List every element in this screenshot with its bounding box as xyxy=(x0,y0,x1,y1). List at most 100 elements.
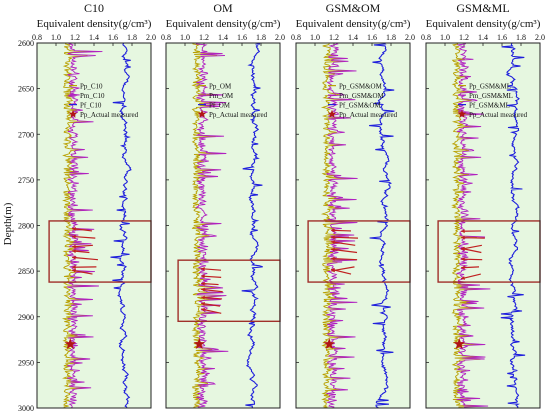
x-tick-label: 0.8 xyxy=(421,33,431,42)
plot-frame xyxy=(425,42,541,409)
legend-label: Pp_OM xyxy=(209,83,232,91)
x-tick-label: 1.4 xyxy=(218,33,228,42)
arrow xyxy=(72,256,99,261)
panel-title: OM xyxy=(213,1,233,15)
series-line-pm xyxy=(195,43,229,408)
y-tick-label: 2650 xyxy=(18,85,34,94)
x-tick-label: 0.8 xyxy=(291,33,301,42)
x-tick-label: 1.0 xyxy=(51,33,61,42)
legend-label: Pf_OM xyxy=(209,102,231,110)
legend-label: Pm_GSM&OM xyxy=(339,92,385,100)
x-tick-label: 1.0 xyxy=(180,33,190,42)
y-axis-label: Depth(m) xyxy=(2,202,14,245)
arrow-head xyxy=(72,255,76,260)
arrow-head xyxy=(331,240,335,245)
x-tick-label: 1.2 xyxy=(329,33,339,42)
x-axis-label: Equivalent density(g/cm³) xyxy=(37,18,152,30)
arrow xyxy=(331,248,358,254)
x-axis-label: Equivalent density(g/cm³) xyxy=(426,18,541,30)
chart-panel-3: GSM&OM Equivalent density(g/cm³) 0.8 1.0 1.2… xyxy=(291,1,415,409)
x-tick-label: 1.2 xyxy=(459,33,469,42)
legend-label: Pp_GSM&ML xyxy=(469,83,511,91)
y-tick-label: 2900 xyxy=(18,313,34,322)
arrow-head xyxy=(331,235,335,240)
panel-title: C10 xyxy=(84,1,104,15)
x-tick-label: 1.0 xyxy=(310,33,320,42)
star-marker xyxy=(453,338,465,349)
x-tick-label: 2.0 xyxy=(405,33,415,42)
arrow-head xyxy=(461,257,465,262)
legend-label: Pm_OM xyxy=(209,92,234,100)
y-tick-label: 2800 xyxy=(18,222,34,231)
x-tick-label: 0.8 xyxy=(161,33,171,42)
arrow-head xyxy=(331,268,336,272)
series-line-pf xyxy=(500,43,526,408)
chart-panel-1: C10 Equivalent density(g/cm³) 0.8 1.0 1.2 1.4… xyxy=(18,1,156,413)
series-line-pf xyxy=(241,43,263,408)
arrow-head xyxy=(72,249,76,254)
arrow-head xyxy=(72,227,76,231)
x-tick-label: 1.6 xyxy=(367,33,377,42)
x-tick-label: 2.0 xyxy=(146,33,156,42)
arrow xyxy=(331,236,359,239)
plot-frame xyxy=(165,42,281,409)
arrow xyxy=(201,288,223,293)
legend-star xyxy=(197,109,207,118)
legend-label: Pp_Actual measured xyxy=(469,111,528,119)
series-line-pm xyxy=(456,43,491,408)
arrow-head xyxy=(72,234,76,239)
x-tick-label: 1.0 xyxy=(440,33,450,42)
series-line-pp xyxy=(61,43,95,408)
arrow-head xyxy=(461,276,466,280)
panel-title: GSM&ML xyxy=(456,1,509,15)
legend-label: Pm_GSM&ML xyxy=(469,92,513,100)
arrow-head xyxy=(461,265,465,270)
series-line-pf xyxy=(369,43,395,408)
x-tick-label: 1.6 xyxy=(108,33,118,42)
y-tick-label: 2700 xyxy=(18,130,34,139)
arrow-head xyxy=(331,247,335,252)
star-marker xyxy=(323,338,335,349)
plot-frame xyxy=(36,42,152,409)
x-tick-label: 0.8 xyxy=(32,33,42,42)
arrow xyxy=(461,258,483,261)
series-line-pp xyxy=(451,43,482,408)
plot-frame xyxy=(295,42,411,409)
legend-label: Pp_Actual measured xyxy=(339,111,398,119)
series-line-pf xyxy=(110,43,132,408)
arrow-head xyxy=(201,274,205,279)
arrow-head xyxy=(201,307,205,312)
x-tick-label: 1.4 xyxy=(348,33,358,42)
plot-area xyxy=(166,43,280,408)
legend-label: Pp_GSM&OM xyxy=(339,83,383,91)
star-marker xyxy=(193,338,205,349)
x-tick-label: 1.8 xyxy=(386,33,396,42)
legend-label: Pp_C10 xyxy=(80,83,103,91)
arrow-head xyxy=(201,287,205,292)
y-tick-label: 2600 xyxy=(18,39,34,48)
arrow-head xyxy=(331,256,335,261)
arrow-head xyxy=(72,268,76,273)
legend-label: Pf_GSM&OM xyxy=(339,102,381,110)
x-tick-label: 1.2 xyxy=(70,33,80,42)
y-tick-label: 3000 xyxy=(18,404,34,413)
x-tick-label: 1.8 xyxy=(127,33,137,42)
x-tick-label: 1.6 xyxy=(497,33,507,42)
legend-label: Pp_Actual measured xyxy=(80,111,139,119)
arrow xyxy=(461,236,485,239)
arrow xyxy=(331,241,356,246)
x-tick-label: 1.2 xyxy=(199,33,209,42)
x-tick-label: 1.8 xyxy=(516,33,526,42)
arrow-head xyxy=(331,228,335,233)
arrow-head xyxy=(461,229,465,234)
x-axis-label: Equivalent density(g/cm³) xyxy=(296,18,411,30)
y-tick-label: 2850 xyxy=(18,267,34,276)
panel-title: GSM&OM xyxy=(326,1,381,15)
arrow xyxy=(331,257,358,261)
chart-panel-4: GSM&ML Equivalent density(g/cm³) 0.8 1.0 1.2… xyxy=(421,1,545,409)
